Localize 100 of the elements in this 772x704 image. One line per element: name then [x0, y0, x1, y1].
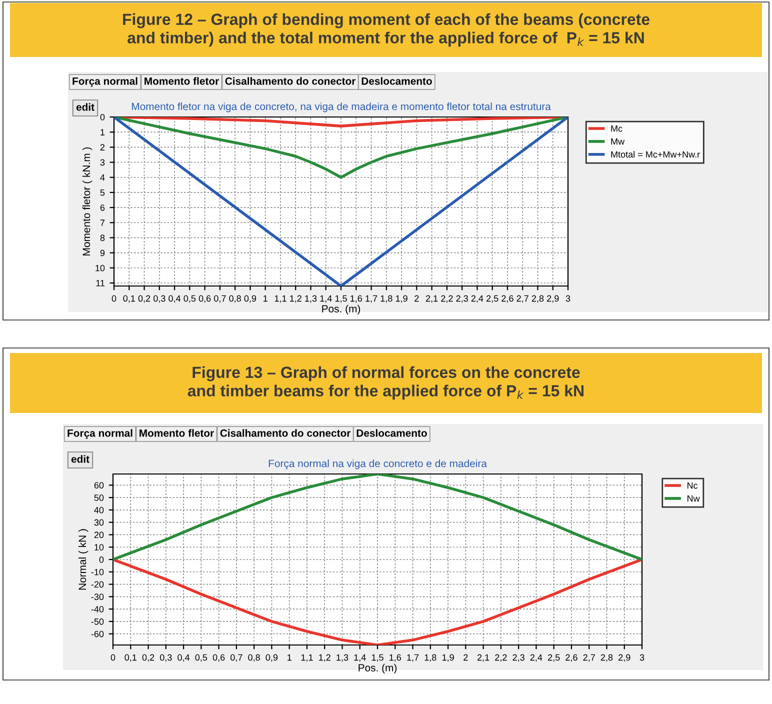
- x-tick-label: 2,8: [600, 654, 613, 662]
- y-tick-label: 4: [100, 174, 105, 181]
- x-tick-label: 1,4: [354, 654, 366, 662]
- x-tick-label: 0,9: [244, 295, 256, 303]
- y-tick-label: 9: [100, 250, 105, 256]
- y-tick-label: -20: [91, 581, 104, 588]
- x-tick-label: 0,9: [266, 654, 278, 662]
- x-tick-label: 2,8: [532, 295, 544, 303]
- x-tick-label: 3: [640, 654, 644, 661]
- x-tick-label: 0,6: [198, 295, 211, 303]
- x-tick-label: 1,7: [366, 295, 378, 303]
- y-tick-label: -60: [91, 630, 104, 638]
- x-axis-title: Pos. (m): [322, 304, 360, 315]
- y-tick-label: 1: [100, 129, 105, 136]
- x-tick-label: 1,7: [407, 654, 419, 662]
- y-tick-label: 3: [100, 159, 105, 166]
- text: Deslocamento: [362, 77, 432, 85]
- x-tick-label: 2,9: [547, 295, 559, 303]
- y-tick-label: 7: [100, 220, 105, 226]
- x-tick-label: 1,1: [301, 654, 313, 662]
- x-tick-label: 2,9: [618, 654, 630, 662]
- x-tick-label: 1,1: [274, 295, 286, 303]
- text: Momento fletor: [140, 429, 214, 437]
- text: Momento fletor: [144, 77, 219, 85]
- x-tick-label: 2,3: [456, 295, 468, 303]
- y-tick-label: 50: [94, 494, 104, 501]
- x-tick-label: 1,3: [305, 295, 317, 303]
- y-tick-label: 0: [100, 114, 105, 120]
- x-tick-label: 2: [414, 295, 419, 302]
- text: Cisalhamento do conector: [220, 429, 351, 437]
- x-tick-label: 0,3: [153, 295, 166, 303]
- text: edit: [71, 455, 90, 463]
- x-tick-label: 0,6: [212, 654, 225, 662]
- text: Cisalhamento do conector: [225, 77, 356, 85]
- x-tick-label: 2,1: [477, 654, 490, 662]
- x-tick-label: 0,7: [214, 295, 226, 303]
- x-tick-label: 1,3: [336, 654, 348, 662]
- y-tick-label: 20: [94, 532, 104, 538]
- y-axis-title: Momento fletor ( kN.m ): [82, 147, 92, 256]
- legend-label: Nw: [688, 495, 700, 502]
- x-tick-label: 0,2: [138, 295, 150, 303]
- y-tick-label: 6: [100, 204, 105, 211]
- y-tick-label: 5: [100, 190, 105, 196]
- text: Força normal: [72, 77, 138, 87]
- x-tick-label: 0,1: [124, 654, 136, 662]
- x-tick-label: 1: [264, 295, 268, 302]
- chart-subtitle: Momento fletor na viga de concreto, na viga de madeira e momento fletor total na estrutura: [132, 102, 551, 112]
- chart-title: Figure 12 – Graph of bending moment of each of the beams (concrete and timber) and the total moment for the applied force of P$_{k}$ = 15 kN: [123, 13, 650, 47]
- x-tick-label: 0,2: [142, 654, 154, 662]
- x-tick-label: 2,2: [441, 295, 453, 303]
- legend-label: Nc: [688, 482, 698, 489]
- x-tick-label: 1,6: [390, 654, 402, 662]
- x-tick-label: 1,2: [290, 295, 302, 303]
- y-tick-label: 8: [100, 234, 105, 242]
- y-axis-title: Normal ( kN ): [78, 529, 88, 590]
- x-tick-label: 0,4: [168, 295, 181, 303]
- x-tick-label: 2,6: [502, 295, 514, 303]
- x-tick-label: 1,9: [442, 654, 454, 662]
- x-tick-label: 2,2: [495, 654, 507, 662]
- x-tick-label: 2,4: [471, 295, 484, 303]
- y-tick-label: -50: [91, 618, 104, 625]
- x-tick-label: 0,8: [248, 654, 260, 662]
- y-tick-label: 0: [99, 556, 104, 563]
- y-tick-label: -10: [91, 568, 104, 576]
- x-tick-label: 2,4: [530, 654, 542, 662]
- x-tick-label: 1,2: [319, 654, 330, 662]
- legend-label: Mc: [611, 125, 622, 132]
- x-tick-label: 0: [112, 295, 116, 302]
- x-tick-label: 0: [110, 654, 116, 661]
- legend-label: Mtotal = Mc+Mw+Nw.r: [611, 150, 700, 158]
- y-tick-label: 60: [94, 482, 104, 489]
- x-tick-label: 0,1: [123, 295, 135, 303]
- y-tick-label: -30: [91, 594, 104, 600]
- x-tick-label: 2,1: [426, 295, 438, 303]
- x-tick-label: 1,4: [320, 295, 332, 303]
- text: Deslocamento: [356, 429, 427, 437]
- x-tick-label: 1,9: [396, 295, 408, 303]
- x-tick-label: 1: [288, 654, 292, 661]
- x-tick-label: 2: [464, 654, 468, 661]
- x-tick-label: 2,5: [548, 654, 560, 662]
- x-tick-label: 2,5: [486, 295, 498, 303]
- y-tick-label: 10: [96, 264, 105, 272]
- text: edit: [76, 103, 94, 111]
- y-tick-label: 40: [94, 506, 104, 514]
- x-tick-label: 0,5: [184, 295, 196, 303]
- text: Força normal: [68, 429, 132, 439]
- x-tick-label: 1,5: [335, 295, 347, 303]
- y-tick-label: 30: [94, 519, 104, 526]
- y-tick-label: 11: [96, 280, 105, 286]
- x-tick-label: 2,7: [583, 654, 595, 662]
- x-tick-label: 0,5: [195, 654, 208, 662]
- chart-subtitle: Força normal na viga de concreto e de madeira: [268, 460, 487, 470]
- x-tick-label: 1,5: [372, 654, 384, 662]
- x-axis-title: Pos. (m): [358, 664, 397, 674]
- x-tick-label: 2,7: [516, 295, 528, 303]
- x-tick-label: 2,6: [566, 654, 578, 662]
- chart-title: Figure 13 – Graph of normal forces on the concrete and timber beams for the applied force of P$_{k}$ = 15 kN: [188, 366, 584, 400]
- y-tick-label: 2: [100, 144, 105, 150]
- x-tick-label: 1,8: [424, 654, 436, 662]
- x-tick-label: 1,6: [350, 295, 362, 303]
